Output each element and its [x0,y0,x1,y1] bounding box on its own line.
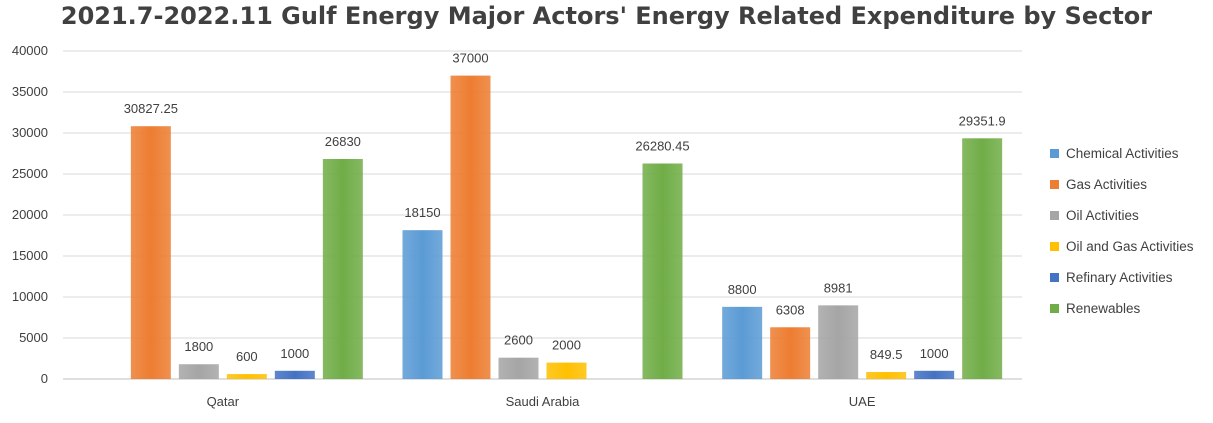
legend-swatch [1050,273,1059,282]
data-label: 8800 [728,282,757,297]
data-label: 1800 [184,339,213,354]
y-tick-label: 0 [41,371,48,386]
y-tick-label: 20000 [12,207,48,222]
y-tick-label: 15000 [12,248,48,263]
legend-item: Oil and Gas Activities [1050,231,1194,262]
bar [722,306,763,379]
data-label: 2600 [504,333,533,348]
legend-label: Oil Activities [1066,208,1139,223]
chart-title: 2021.7-2022.11 Gulf Energy Major Actors'… [60,2,1153,30]
bar [226,374,267,379]
bar [962,138,1003,379]
data-label: 37000 [452,51,488,66]
legend-item: Oil Activities [1050,200,1194,231]
data-label: 849.5 [870,347,903,362]
data-label: 1000 [280,346,309,361]
bar [130,126,171,379]
data-label: 26280.45 [635,139,689,154]
bar [274,370,315,379]
bar [866,372,907,379]
bar [642,163,683,379]
legend-label: Oil and Gas Activities [1066,239,1194,254]
bar [178,364,219,379]
data-label: 18150 [404,205,440,220]
data-label: 30827.25 [124,101,178,116]
y-tick-label: 10000 [12,289,48,304]
bar [770,327,811,379]
y-tick-label: 5000 [19,330,48,345]
data-label: 8981 [824,280,853,295]
data-label: 600 [236,349,258,364]
bar [498,357,539,379]
data-label: 26830 [325,134,361,149]
legend-swatch [1050,211,1059,220]
legend-item: Chemical Activities [1050,138,1194,169]
legend-label: Chemical Activities [1066,146,1179,161]
x-tick-label: Qatar [207,394,240,409]
data-label: 2000 [552,338,581,353]
bar [546,362,587,379]
legend-swatch [1050,242,1059,251]
data-label: 29351.9 [959,113,1006,128]
bar [322,158,363,379]
legend-item: Refinary Activities [1050,262,1194,293]
legend-label: Refinary Activities [1066,270,1173,285]
legend-swatch [1050,304,1059,313]
y-tick-label: 30000 [12,125,48,140]
bar [914,370,955,379]
legend: Chemical Activities Gas Activities Oil Act… [1050,138,1194,324]
legend-swatch [1050,180,1059,189]
data-label: 6308 [776,302,805,317]
legend-label: Renewables [1066,301,1141,316]
bar [450,75,491,379]
bar [818,305,859,379]
data-label: 1000 [920,346,949,361]
x-tick-label: Saudi Arabia [506,394,580,409]
legend-item: Renewables [1050,293,1194,324]
y-tick-label: 40000 [12,43,48,58]
legend-label: Gas Activities [1066,177,1148,192]
y-tick-label: 35000 [12,84,48,99]
bar [402,230,443,379]
y-tick-label: 25000 [12,166,48,181]
x-tick-label: UAE [849,394,876,409]
legend-item: Gas Activities [1050,169,1194,200]
legend-swatch [1050,149,1059,158]
